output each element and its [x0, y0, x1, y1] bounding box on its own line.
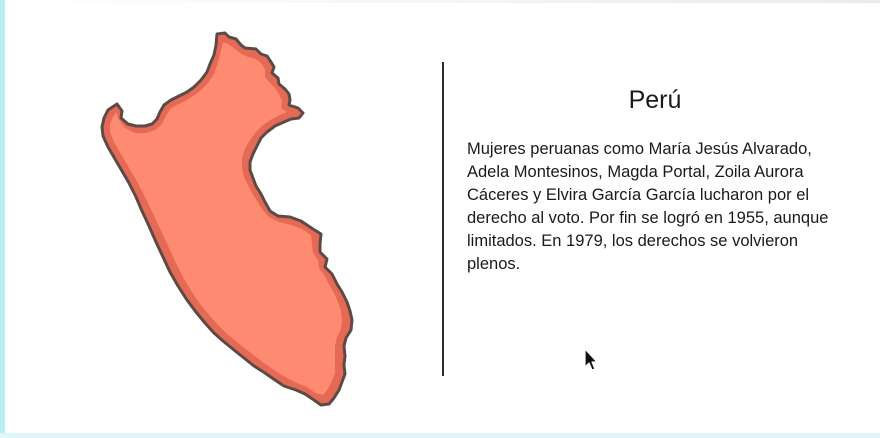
mouse-pointer-icon [584, 348, 598, 371]
bottom-frame-edge [0, 433, 880, 438]
peru-map-fill [110, 42, 342, 395]
left-frame-edge [0, 0, 5, 438]
top-edge [0, 0, 880, 3]
description-paragraph: Mujeres peruanas como María Jesús Alvara… [467, 140, 829, 273]
vertical-divider [442, 62, 444, 376]
peru-map [100, 31, 354, 407]
country-title: Perú [628, 86, 682, 114]
